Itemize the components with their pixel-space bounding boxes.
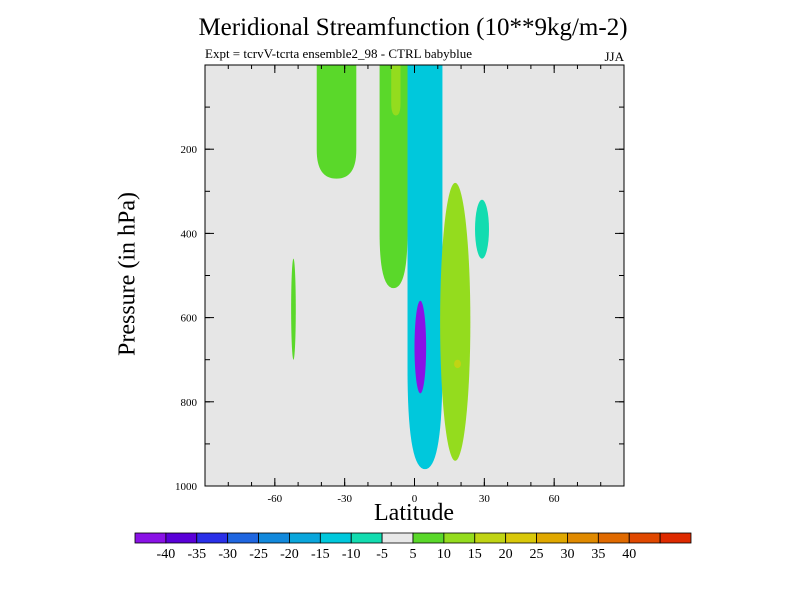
colorbar-label: -40 bbox=[157, 547, 176, 562]
colorbar-box bbox=[134, 532, 167, 544]
x-axis-label: Latitude bbox=[374, 500, 454, 526]
colorbar-box bbox=[659, 532, 692, 544]
colorbar-box bbox=[196, 532, 229, 544]
colorbar-label: 10 bbox=[437, 547, 451, 562]
colorbar-label: 15 bbox=[468, 547, 482, 562]
x-tick-label: 60 bbox=[549, 493, 561, 505]
colorbar-box bbox=[258, 532, 290, 544]
season-label: JJA bbox=[604, 49, 624, 64]
colorbar-label: 35 bbox=[591, 547, 605, 562]
x-tick-label: -30 bbox=[337, 493, 352, 505]
y-tick-label: 1000 bbox=[175, 481, 198, 493]
chart-title: Meridional Streamfunction (10**9kg/m-2) bbox=[198, 14, 628, 41]
colorbar-box bbox=[443, 532, 476, 544]
x-tick-label: 0 bbox=[412, 493, 418, 505]
colorbar-label: -35 bbox=[187, 547, 206, 562]
colorbar-label: 30 bbox=[560, 547, 574, 562]
colorbar-label: -30 bbox=[218, 547, 237, 562]
contour-region bbox=[414, 300, 427, 394]
contour-region bbox=[440, 182, 471, 461]
colorbar-label: -20 bbox=[280, 547, 299, 562]
colorbar-label: -15 bbox=[311, 547, 330, 562]
colorbar-label: 5 bbox=[410, 547, 417, 562]
contour-region bbox=[391, 65, 401, 116]
y-tick-label: 600 bbox=[181, 313, 198, 325]
colorbar-box bbox=[505, 532, 537, 544]
colorbar-box bbox=[289, 532, 321, 544]
chart-subtitle: Expt = tcrvV-tcrta ensemble2_98 - CTRL b… bbox=[205, 46, 473, 61]
colorbar-box bbox=[628, 532, 661, 544]
x-tick-label: -60 bbox=[267, 493, 282, 505]
contour-region bbox=[454, 359, 462, 369]
colorbar-box bbox=[412, 532, 445, 544]
colorbar-label: -25 bbox=[249, 547, 268, 562]
colorbar-label: 40 bbox=[622, 547, 636, 562]
contour-region bbox=[291, 258, 296, 360]
y-tick-label: 200 bbox=[181, 144, 198, 156]
axes: 200 400 600 800 1000 -60 -30 0 30 60 bbox=[175, 64, 625, 505]
y-tick-label: 400 bbox=[181, 228, 198, 240]
x-tick-label: 30 bbox=[479, 493, 491, 505]
colorbar-box bbox=[227, 532, 259, 544]
contour-region bbox=[316, 65, 357, 179]
colorbar-label: -5 bbox=[376, 547, 388, 562]
colorbar-box bbox=[350, 532, 383, 544]
contour-region bbox=[379, 65, 408, 289]
colorbar-box bbox=[165, 532, 198, 544]
colorbar-box bbox=[567, 532, 599, 544]
colorbar-box bbox=[474, 532, 507, 544]
colorbar-box bbox=[319, 532, 352, 544]
contour-region bbox=[475, 199, 489, 259]
colorbar-box bbox=[597, 532, 630, 544]
y-tick-label: 800 bbox=[181, 397, 198, 409]
contour-fill-layer bbox=[205, 65, 624, 486]
colorbar-box bbox=[381, 532, 414, 544]
colorbar-boxes bbox=[134, 532, 692, 544]
colorbar-label: -10 bbox=[342, 547, 361, 562]
colorbar-labels: -40 -35 -30 -25 -20 -15 -10 -5 5 10 15 20 25 30 35 40 bbox=[157, 547, 637, 562]
colorbar-label: 20 bbox=[499, 547, 513, 562]
colorbar-label: 25 bbox=[530, 547, 544, 562]
colorbar-box bbox=[536, 532, 568, 544]
